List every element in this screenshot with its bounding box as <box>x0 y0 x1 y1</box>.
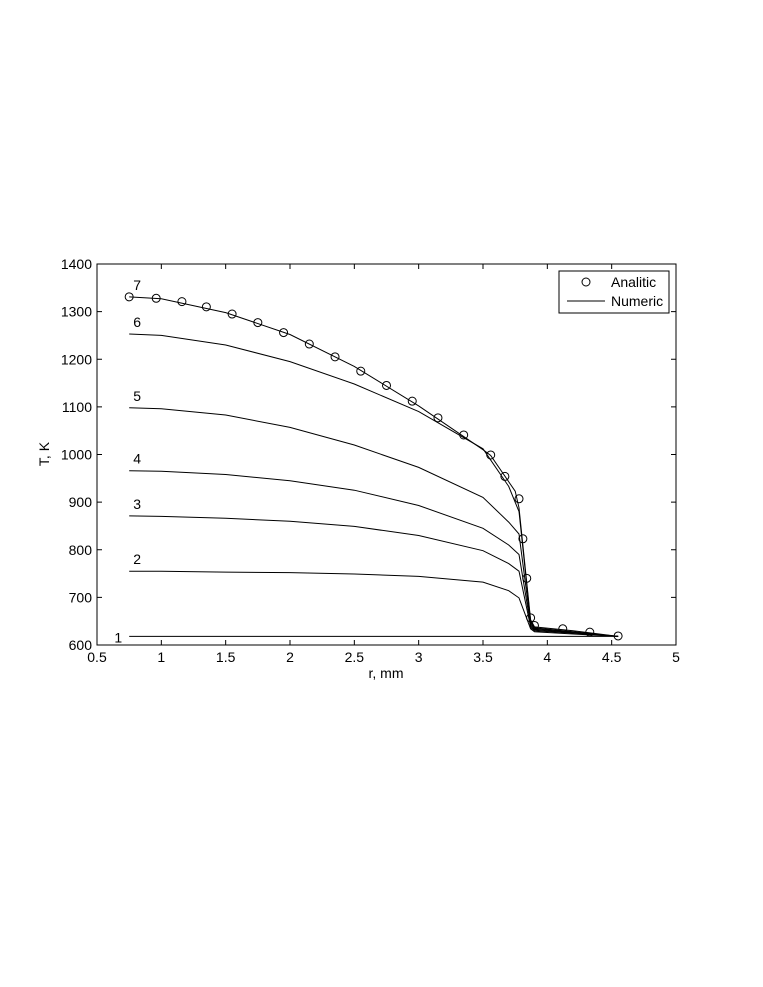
y-tick-label: 1000 <box>61 447 92 463</box>
numeric-curve-7 <box>129 296 619 637</box>
legend-analitic-label: Analitic <box>611 274 656 290</box>
analytic-point <box>585 627 595 637</box>
numeric-curves <box>129 296 619 637</box>
legend: Analitic Numeric <box>558 270 670 314</box>
analytic-point <box>558 624 568 634</box>
legend-box <box>558 270 670 314</box>
legend-numeric-label: Numeric <box>611 293 663 309</box>
curve-label-1: 1 <box>114 629 122 645</box>
analytic-point <box>330 352 340 362</box>
y-tick-label: 600 <box>69 637 93 653</box>
analytic-point <box>201 302 211 312</box>
y-tick-label: 1300 <box>61 304 92 320</box>
analytic-point <box>486 450 496 460</box>
x-tick-labels: 0.5 1 1.5 2 2.5 3 3.5 4 4.5 5 <box>87 649 680 665</box>
y-tick-label: 900 <box>69 494 93 510</box>
curve-label-2: 2 <box>133 551 141 567</box>
analytic-point <box>526 613 536 623</box>
legend-analitic-marker <box>581 277 591 287</box>
y-tick-label: 700 <box>69 589 93 605</box>
analytic-point <box>253 318 263 328</box>
analytic-point <box>279 328 289 338</box>
x-tick-label: 5 <box>672 649 680 665</box>
x-tick-label: 1 <box>157 649 165 665</box>
curve-label-6: 6 <box>133 314 141 330</box>
numeric-curve-3 <box>129 515 619 637</box>
numeric-curve-5 <box>129 407 619 637</box>
x-tick-label: 4.5 <box>602 649 622 665</box>
x-axis-label: r, mm <box>369 665 404 681</box>
analytic-point <box>518 534 528 544</box>
x-tick-label: 4 <box>543 649 551 665</box>
x-tick-label: 1.5 <box>216 649 236 665</box>
analytic-point <box>382 380 391 390</box>
y-tick-label: 1200 <box>61 351 92 367</box>
x-tick-label: 2.5 <box>345 649 365 665</box>
y-tick-label: 800 <box>69 542 93 558</box>
y-tick-labels: 600 700 800 900 1000 1100 1200 1300 1400 <box>61 256 92 653</box>
analytic-markers <box>124 292 623 641</box>
curve-label-7: 7 <box>133 277 141 293</box>
analytic-point <box>522 573 532 583</box>
analytic-point <box>613 631 623 641</box>
analytic-point <box>124 292 134 302</box>
analytic-point <box>514 494 524 504</box>
analytic-point <box>151 293 161 303</box>
analytic-point <box>407 396 417 406</box>
analytic-point <box>304 339 314 349</box>
analytic-point <box>177 297 187 307</box>
curve-label-5: 5 <box>133 388 141 404</box>
y-tick-label: 1400 <box>61 256 92 272</box>
y-tick-label: 1100 <box>62 399 92 415</box>
analytic-point <box>529 620 539 630</box>
numeric-curve-2 <box>129 570 619 637</box>
x-tick-label: 0.5 <box>87 649 107 665</box>
analytic-point <box>500 471 510 481</box>
analytic-point <box>459 430 469 440</box>
axis-ticks <box>96 263 677 646</box>
curve-labels: 1 2 3 4 5 6 7 <box>114 277 141 646</box>
plot-area <box>96 263 677 646</box>
x-tick-label: 2 <box>286 649 294 665</box>
x-tick-label: 3 <box>415 649 423 665</box>
curve-label-4: 4 <box>133 451 141 467</box>
curve-label-3: 3 <box>133 496 141 512</box>
numeric-curve-6 <box>129 333 619 637</box>
analytic-point <box>356 366 366 376</box>
analytic-point <box>227 309 237 319</box>
analytic-point <box>433 413 443 423</box>
y-axis-label: T, K <box>36 441 52 466</box>
x-tick-label: 3.5 <box>473 649 493 665</box>
